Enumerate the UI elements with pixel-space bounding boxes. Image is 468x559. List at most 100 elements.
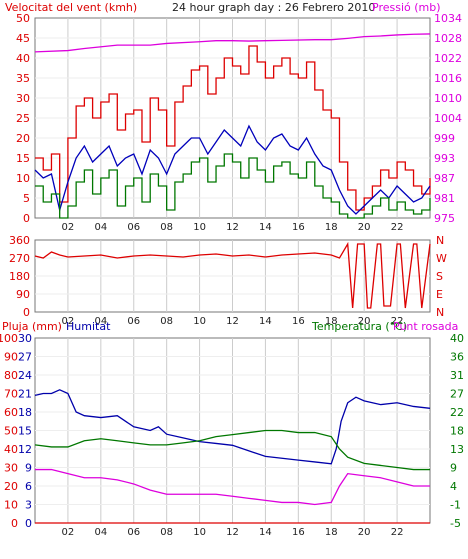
hour-tick-label: 20 xyxy=(358,527,371,538)
hour-tick-label: 04 xyxy=(94,316,107,327)
rain-axis-label: Pluja (mm) xyxy=(2,320,62,333)
axis-tick-label: 10 xyxy=(16,172,30,185)
axis-tick-label: 27 xyxy=(450,388,464,401)
axis-tick-label: 0 xyxy=(23,306,30,319)
hour-tick-label: 10 xyxy=(193,527,206,538)
axis-tick-label: -1 xyxy=(450,499,461,512)
axis-tick-label: 9 xyxy=(25,462,32,475)
axis-tick-label: 981 xyxy=(434,192,455,205)
hour-tick-label: 14 xyxy=(259,316,272,327)
panel-3-grid xyxy=(35,338,430,523)
wind-axis-label: Velocitat del vent (kmh) xyxy=(5,1,137,14)
axis-tick-label: 31 xyxy=(450,369,464,382)
axis-tick-label: 30 xyxy=(4,462,18,475)
hour-tick-label: 10 xyxy=(193,316,206,327)
axis-tick-label: 975 xyxy=(434,212,455,225)
axis-tick-label: N xyxy=(436,306,444,319)
axis-tick-label: 25 xyxy=(16,112,30,125)
hour-tick-label: 06 xyxy=(127,316,140,327)
wind-pressure-panel: Velocitat del vent (kmh) 24 hour graph d… xyxy=(5,1,462,233)
hour-tick-label: 06 xyxy=(127,222,140,233)
pressure-ticks: 1034 1028 1022 1016 1010 1004 999 993 987 981 975 xyxy=(434,12,462,225)
direction-degree-ticks: 360 270 180 90 0 xyxy=(9,234,30,319)
axis-tick-label: 13 xyxy=(450,443,464,456)
dewpoint-axis-label: Punt rosada xyxy=(393,320,458,333)
hour-tick-label: 12 xyxy=(226,527,239,538)
axis-tick-label: 1028 xyxy=(434,32,462,45)
hour-tick-label: 22 xyxy=(391,316,404,327)
panel-3-hour-ticks: 02 04 06 08 10 12 14 16 18 20 22 xyxy=(62,527,404,538)
hour-tick-label: 20 xyxy=(358,316,371,327)
hour-tick-label: 02 xyxy=(62,527,75,538)
hour-tick-label: 20 xyxy=(358,222,371,233)
hour-tick-label: 08 xyxy=(160,222,173,233)
axis-tick-label: 60 xyxy=(4,406,18,419)
axis-tick-label: 80 xyxy=(4,369,18,382)
axis-tick-label: 45 xyxy=(16,32,30,45)
pressure-series-line xyxy=(34,33,431,53)
hour-tick-label: 22 xyxy=(391,527,404,538)
panel-1-grid xyxy=(35,18,430,218)
hour-tick-label: 12 xyxy=(226,316,239,327)
axis-tick-label: 1004 xyxy=(434,112,462,125)
axis-tick-label: 0 xyxy=(23,212,30,225)
avg-series-line xyxy=(34,124,431,215)
panel-2-series xyxy=(34,241,431,309)
axis-tick-label: 70 xyxy=(4,388,18,401)
hour-tick-label: 02 xyxy=(62,316,75,327)
hour-tick-label: 06 xyxy=(127,527,140,538)
axis-tick-label: 18 xyxy=(18,406,32,419)
axis-tick-label: 0 xyxy=(11,517,18,530)
axis-tick-label: -5 xyxy=(450,517,461,530)
axis-tick-label: 1022 xyxy=(434,52,462,65)
pressure-axis-label: Pressió (mb) xyxy=(372,1,441,14)
humidity-series-line xyxy=(34,389,431,465)
axis-tick-label: N xyxy=(436,234,444,247)
humidity-axis-label: Humitat xyxy=(66,320,111,333)
axis-tick-label: 18 xyxy=(450,425,464,438)
axis-tick-label: 90 xyxy=(4,351,18,364)
axis-tick-label: 24 xyxy=(18,369,32,382)
axis-tick-label: 27 xyxy=(18,351,32,364)
axis-tick-label: 993 xyxy=(434,152,455,165)
axis-tick-label: 12 xyxy=(18,443,32,456)
axis-tick-label: 180 xyxy=(9,270,30,283)
axis-tick-label: 10 xyxy=(4,499,18,512)
dewpoint-series-line xyxy=(35,468,430,506)
panel-1-hour-ticks: 02 04 06 08 10 12 14 16 18 20 22 xyxy=(62,222,404,233)
axis-tick-label: 3 xyxy=(25,499,32,512)
axis-tick-label: 21 xyxy=(18,388,32,401)
axis-tick-label: 30 xyxy=(18,332,32,345)
axis-tick-label: W xyxy=(436,252,447,265)
panel-1-series xyxy=(34,33,431,219)
axis-tick-label: 987 xyxy=(434,172,455,185)
hour-tick-label: 10 xyxy=(193,222,206,233)
hour-tick-label: 18 xyxy=(325,316,338,327)
panel-2-hour-ticks: 02 04 06 08 10 12 14 16 18 20 22 xyxy=(62,316,404,327)
direction-series-line xyxy=(34,241,431,309)
hour-tick-label: 04 xyxy=(94,222,107,233)
hour-tick-label: 08 xyxy=(160,527,173,538)
temperature-axis-label: Temperatura (°C) xyxy=(311,320,407,333)
hour-tick-label: 18 xyxy=(325,222,338,233)
hour-tick-label: 12 xyxy=(226,222,239,233)
temperature-series-line xyxy=(34,429,430,471)
hour-tick-label: 14 xyxy=(259,527,272,538)
axis-tick-label: 50 xyxy=(4,425,18,438)
axis-tick-label: 15 xyxy=(16,152,30,165)
axis-tick-label: 360 xyxy=(9,234,30,247)
axis-tick-label: 20 xyxy=(4,480,18,493)
humidity-temperature-panel: Pluja (mm) Humitat Temperatura (°C) Punt… xyxy=(0,320,464,538)
axis-tick-label: 100 xyxy=(0,332,18,345)
axis-tick-label: 9 xyxy=(450,462,457,475)
axis-tick-label: 30 xyxy=(16,92,30,105)
axis-tick-label: 1016 xyxy=(434,72,462,85)
axis-tick-label: 15 xyxy=(18,425,32,438)
axis-tick-label: 22 xyxy=(450,406,464,419)
hour-tick-label: 14 xyxy=(259,222,272,233)
temperature-ticks: 40 36 31 27 22 18 13 9 4 -1 -5 xyxy=(450,332,464,530)
